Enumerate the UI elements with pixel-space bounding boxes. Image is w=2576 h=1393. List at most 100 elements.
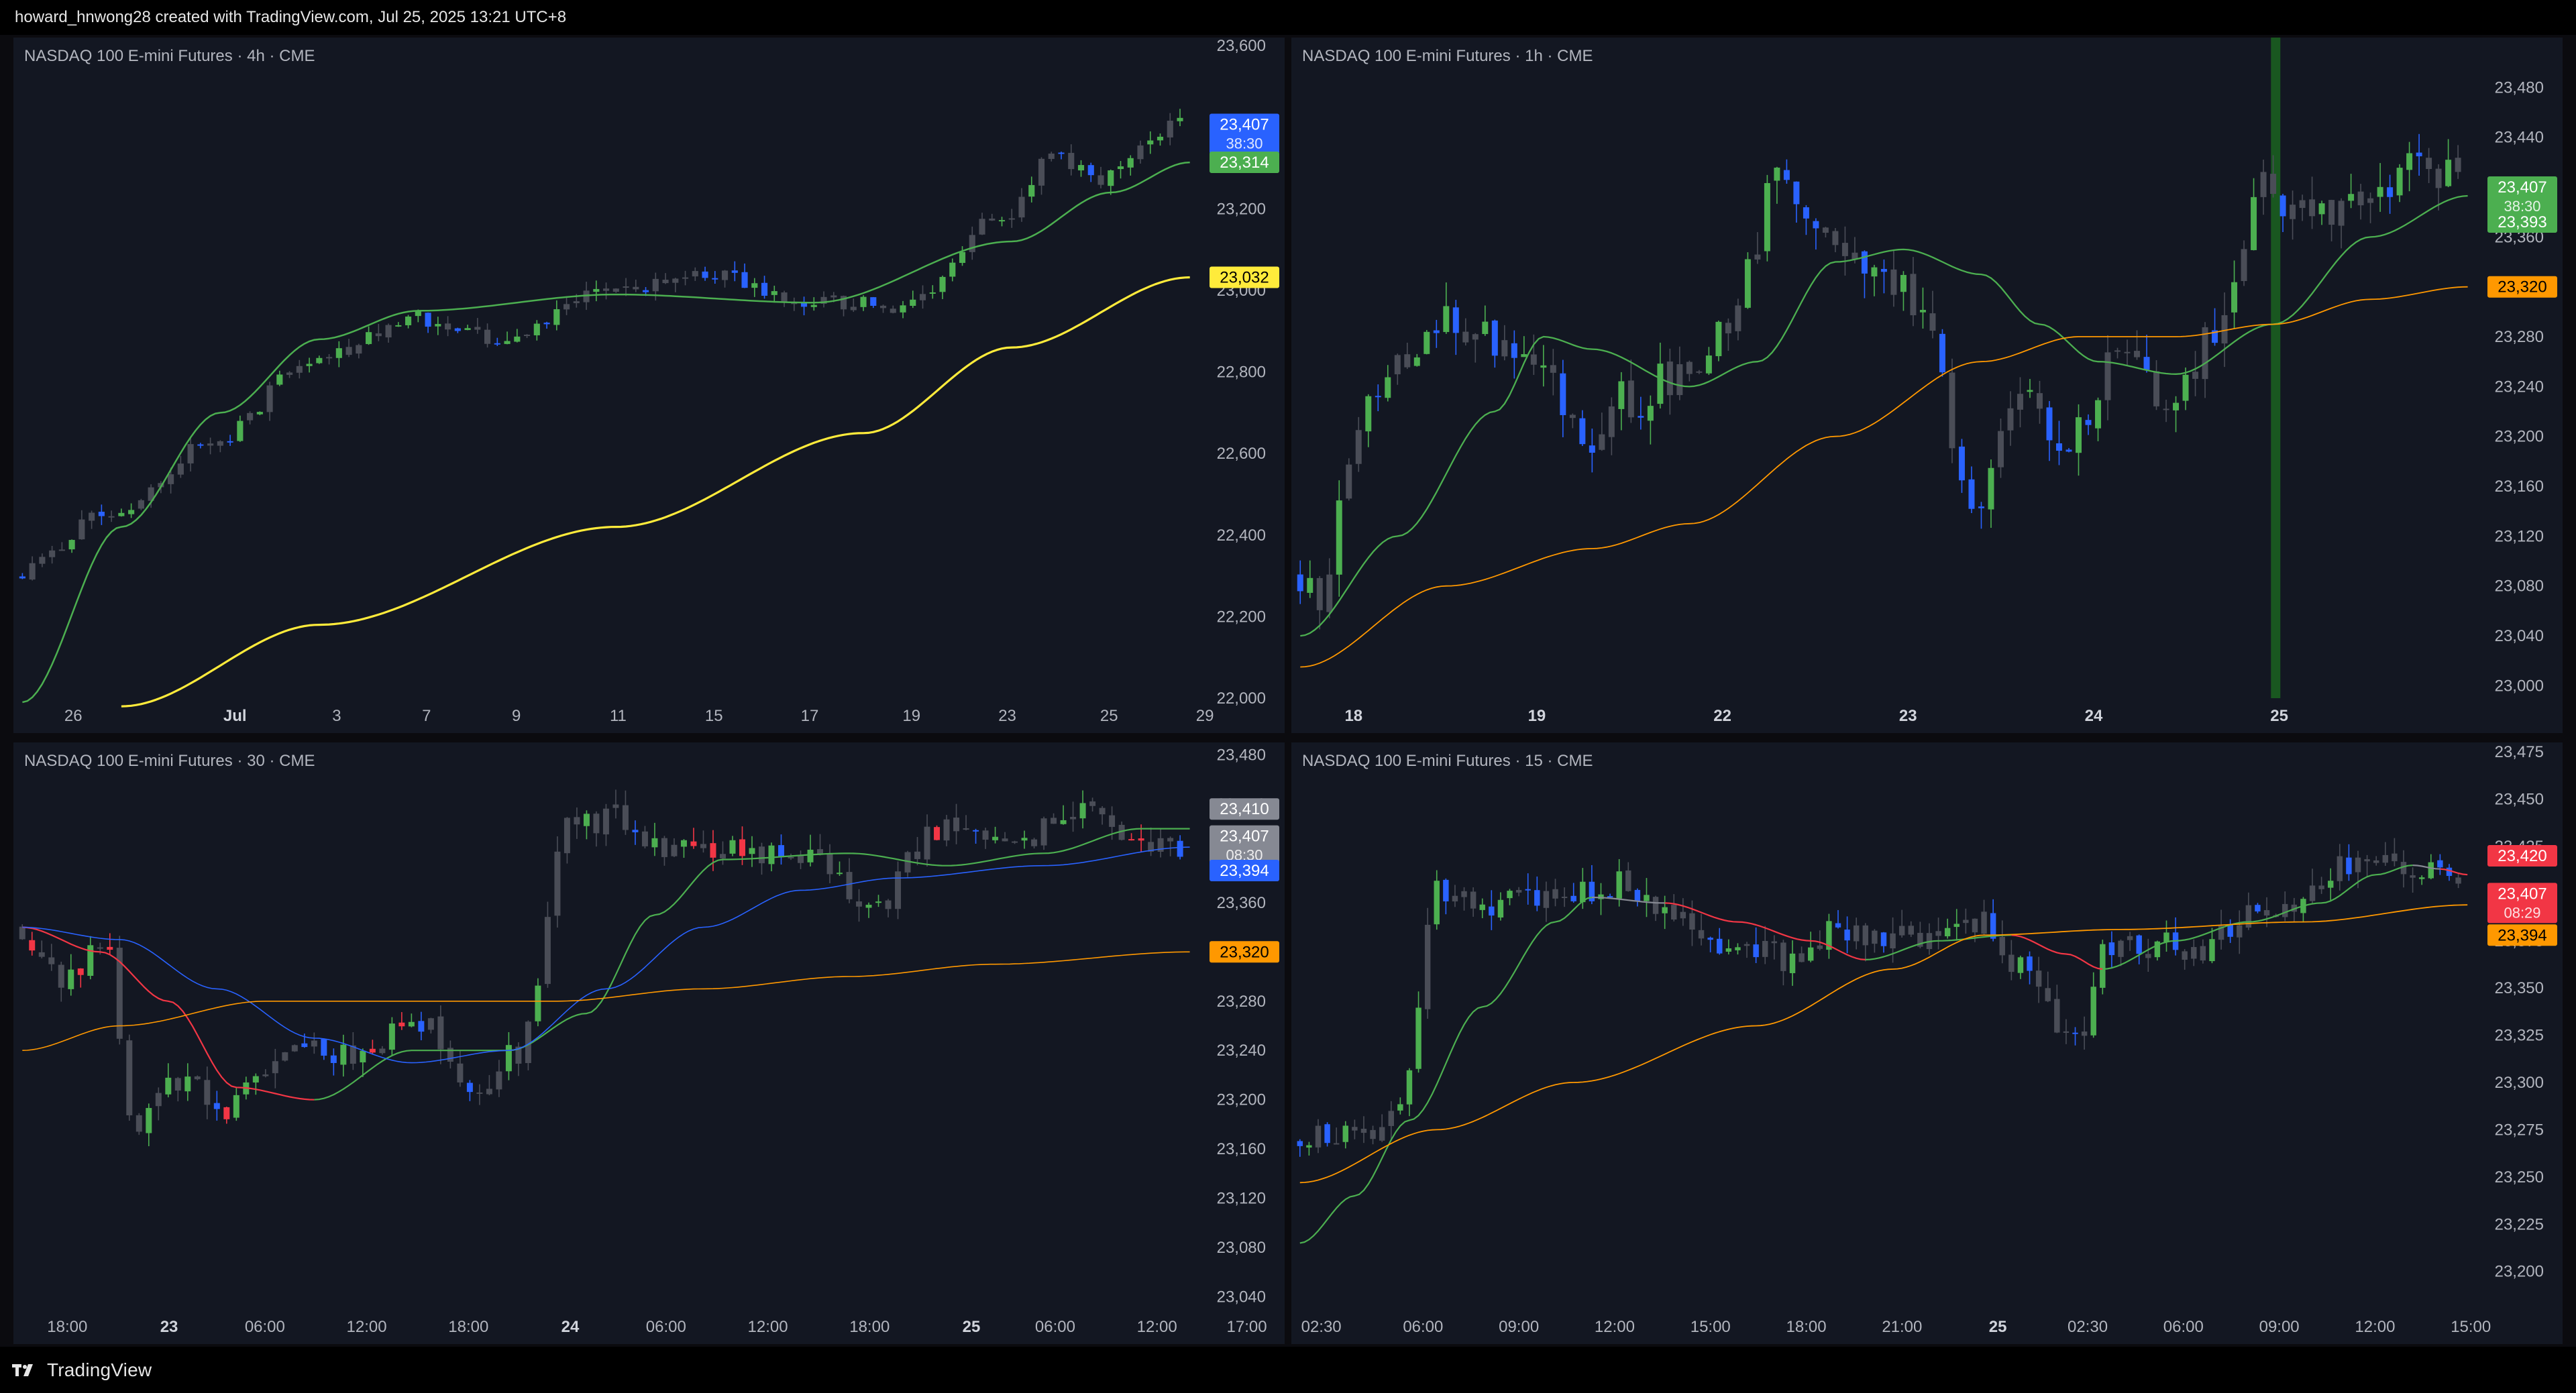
tradingview-logo-icon <box>12 1362 40 1378</box>
candle-body <box>379 1048 386 1054</box>
candle-body <box>340 1044 347 1065</box>
candle-body <box>311 1040 317 1047</box>
candle-body <box>1379 1127 1385 1141</box>
candle <box>2260 159 2267 215</box>
candle <box>1835 909 1841 929</box>
chart-15m-svg[interactable]: 23,200 23,225 23,250 23,275 23,300 23,325 23,3… <box>1291 742 2563 1344</box>
candle <box>1871 264 1878 296</box>
y-tick-label: 23,350 <box>2495 979 2544 997</box>
candle <box>262 1069 269 1078</box>
candle <box>690 828 697 849</box>
candle <box>1707 936 1713 952</box>
candle <box>1324 1122 1330 1147</box>
candle-body <box>1540 365 1547 368</box>
candle <box>622 790 629 835</box>
candle <box>1424 907 1431 1019</box>
candle-body <box>356 345 362 354</box>
candle <box>2373 856 2379 866</box>
candle-body <box>1127 158 1134 168</box>
candle-body <box>2045 988 2051 1001</box>
candle <box>1872 929 1878 953</box>
candle <box>2227 919 2233 943</box>
candle-body <box>2124 351 2131 353</box>
candle-body <box>1021 838 1028 841</box>
chart-pane-30m[interactable]: 23,040 23,080 23,120 23,160 23,200 23,240 23,2… <box>13 742 1285 1344</box>
candle <box>445 316 451 337</box>
candle <box>1002 832 1008 842</box>
candle-body <box>1908 926 1914 935</box>
candle-body <box>1521 354 1527 357</box>
candle <box>2118 939 2124 966</box>
candle <box>1326 558 1333 618</box>
candle-body <box>2400 862 2407 875</box>
chart-pane-1h[interactable]: 23,000 23,040 23,080 23,120 23,160 23,200 23,2… <box>1291 38 2563 733</box>
candle-body <box>837 873 843 875</box>
candle-body <box>2163 408 2169 410</box>
candle <box>846 858 853 903</box>
chart-pane-4h[interactable]: 22,000 22,200 22,400 22,600 22,800 23,000 23,2… <box>13 38 1285 733</box>
chart-1h-svg[interactable]: 23,000 23,040 23,080 23,120 23,160 23,200 23,2… <box>1291 38 2563 733</box>
candle-body <box>1388 1111 1394 1126</box>
candle-body <box>486 1089 492 1095</box>
candle <box>2090 972 2096 1038</box>
candle <box>2309 869 2316 904</box>
x-tick-label: 18:00 <box>1786 1318 1827 1336</box>
candle-body <box>2136 935 2142 954</box>
candle-body <box>1762 940 1768 957</box>
candle <box>1598 883 1604 915</box>
moving-average-line-7 <box>2440 868 2468 876</box>
candle <box>1803 205 1809 235</box>
candle-body <box>136 1115 142 1132</box>
candle <box>800 296 808 316</box>
price-label-text: 23,407 <box>2498 885 2546 903</box>
candle <box>895 861 902 920</box>
chart-30m-svg[interactable]: 23,040 23,080 23,120 23,160 23,200 23,240 23,2… <box>13 742 1285 1344</box>
candle <box>2055 421 2062 465</box>
candle <box>2209 928 2215 964</box>
candle-body <box>2245 905 2252 928</box>
candle-body <box>395 325 402 327</box>
candle <box>702 266 708 281</box>
tradingview-brand[interactable]: TradingView <box>12 1359 152 1382</box>
candle-body <box>2392 853 2398 862</box>
candle <box>900 300 906 319</box>
candle <box>1157 133 1164 146</box>
candle-body <box>1607 896 1613 898</box>
candle-body <box>1680 911 1686 919</box>
candle-body <box>1616 871 1622 899</box>
candle <box>1147 131 1154 154</box>
price-label-bg <box>2487 211 2557 233</box>
candle-body <box>690 841 697 846</box>
candle-body <box>2085 420 2092 425</box>
candle <box>38 940 45 959</box>
candle-body <box>729 840 736 854</box>
candle-body <box>1662 907 1668 913</box>
candle-body <box>1780 942 1786 971</box>
candle-body <box>904 852 911 873</box>
candle-body <box>953 818 960 832</box>
candle-body <box>979 219 985 235</box>
candle-body <box>2426 158 2432 169</box>
candle-body <box>2346 857 2352 875</box>
candle <box>504 331 511 345</box>
candle <box>2338 198 2345 249</box>
candle-body <box>326 357 333 359</box>
candle-body <box>484 329 491 344</box>
candle-body <box>19 576 25 579</box>
candle-body <box>949 262 956 277</box>
chart-4h-svg[interactable]: 22,00022,20022,40022,60022,80023,00023,2… <box>13 38 1285 733</box>
candle-body <box>1008 218 1015 220</box>
price-label-bg <box>1210 113 1279 154</box>
moving-average-line-1 <box>121 276 1190 708</box>
candle <box>2008 940 2015 981</box>
candle-body <box>2065 449 2072 452</box>
candle-body <box>1844 930 1850 941</box>
candle-body <box>1051 818 1057 824</box>
candle-body <box>476 1092 483 1094</box>
candle-body <box>425 313 431 327</box>
chart-pane-15m[interactable]: 23,200 23,225 23,250 23,275 23,300 23,325 23,3… <box>1291 742 2563 1344</box>
candle-body <box>1783 170 1790 180</box>
candle <box>1735 298 1741 341</box>
x-tick-label: 06:00 <box>245 1318 285 1336</box>
candle <box>2400 850 2407 888</box>
